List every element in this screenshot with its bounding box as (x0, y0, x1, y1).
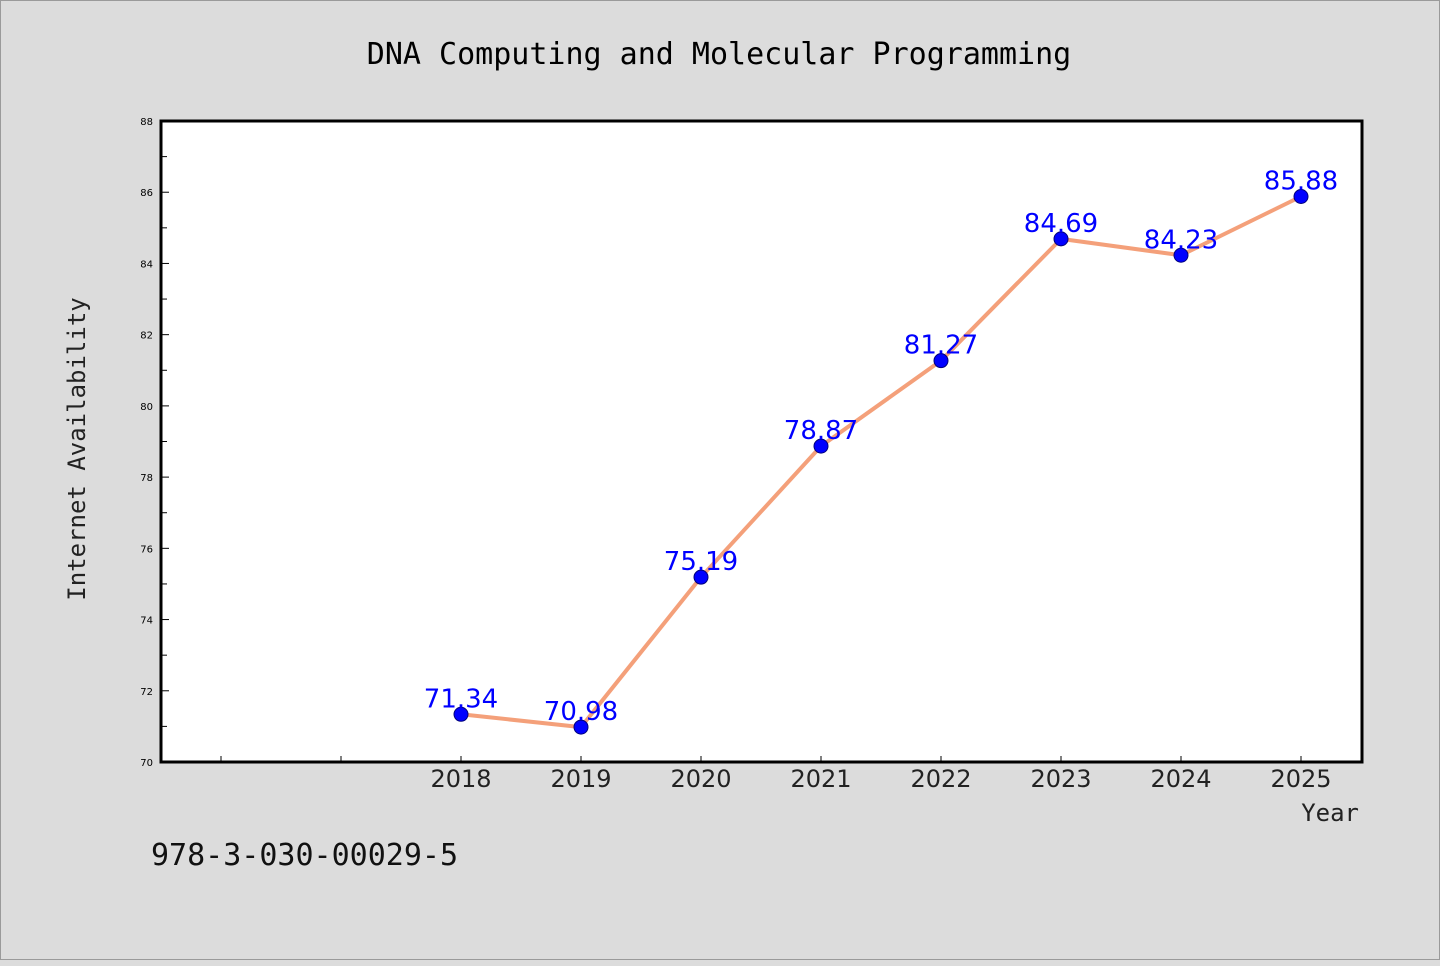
data-point (573, 719, 589, 735)
x-tick-label: 2024 (1150, 765, 1211, 793)
y-axis: 70 72 74 76 78 80 82 84 86 88 (140, 117, 169, 769)
data-point (933, 353, 949, 369)
x-tick-label: 2019 (550, 765, 611, 793)
y-tick-label: 86 (140, 188, 153, 199)
data-point (1053, 231, 1069, 247)
y-tick-label: 80 (140, 402, 153, 413)
data-label: 75.19 (664, 547, 738, 577)
y-tick-label: 88 (140, 117, 153, 128)
x-tick-label: 2023 (1030, 765, 1091, 793)
chart-title: DNA Computing and Molecular Programming (367, 37, 1071, 72)
y-tick-label: 78 (140, 473, 153, 484)
y-axis-label: Internet Availability (63, 297, 91, 600)
data-label: 78.87 (784, 416, 858, 446)
data-point (453, 706, 469, 722)
data-point (1293, 188, 1309, 204)
y-tick-label: 76 (140, 544, 153, 555)
data-labels: 71.34 70.98 75.19 78.87 81.27 84.69 84.23 85.88 (424, 166, 1338, 727)
data-label: 70.98 (544, 697, 618, 727)
data-label: 84.69 (1024, 209, 1098, 239)
y-tick-label: 74 (140, 616, 153, 627)
x-axis-label: Year (1301, 799, 1359, 827)
y-tick-label: 70 (140, 758, 153, 769)
data-label: 71.34 (424, 684, 498, 714)
y-tick-label: 84 (140, 259, 153, 270)
data-label: 81.27 (904, 331, 978, 361)
data-point (1173, 247, 1189, 263)
x-tick-label: 2018 (430, 765, 491, 793)
data-label: 84.23 (1144, 225, 1218, 255)
x-tick-label: 2022 (910, 765, 971, 793)
y-tick-label: 72 (140, 687, 153, 698)
plot-area (159, 119, 1364, 764)
y-tick-label: 82 (140, 331, 153, 342)
x-axis: 2018 2019 2020 2021 2022 2023 2024 2025 (220, 756, 1332, 793)
data-point (693, 569, 709, 585)
isbn-text: 978-3-030-00029-5 (151, 838, 458, 873)
data-point (813, 438, 829, 454)
series-line (453, 188, 1309, 735)
x-tick-label: 2025 (1270, 765, 1331, 793)
x-tick-label: 2021 (790, 765, 851, 793)
data-label: 85.88 (1264, 166, 1338, 196)
series-polyline (460, 194, 1302, 730)
x-tick-label: 2020 (670, 765, 731, 793)
